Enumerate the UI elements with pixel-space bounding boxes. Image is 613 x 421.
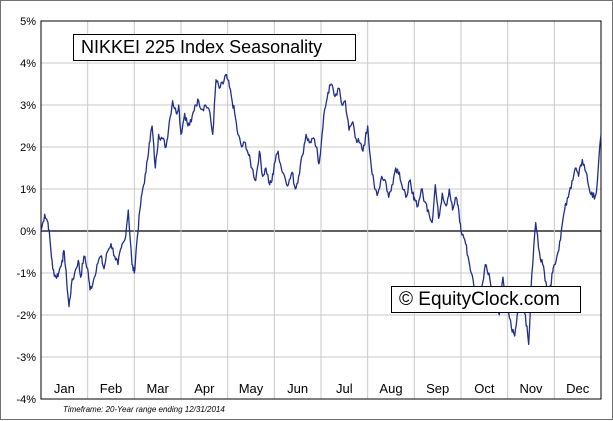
x-tick-label: Dec: [566, 381, 590, 396]
x-tick-label: Jan: [54, 381, 75, 396]
x-tick-label: Mar: [146, 381, 169, 396]
x-tick-label: May: [239, 381, 264, 396]
axes: [40, 20, 602, 400]
x-tick-label: Jun: [287, 381, 308, 396]
y-tick-label: 1%: [20, 184, 36, 196]
tick-labels: 5% 4% 3% 2% 1% 0% -1% -2% -3% -4% Jan Feb Mar Apr May J…: [16, 16, 589, 406]
y-tick-label: 3%: [20, 100, 36, 112]
chart-title: NIKKEI 225 Index Seasonality: [73, 34, 356, 61]
y-tick-label: -4%: [16, 394, 36, 406]
x-tick-label: Apr: [194, 381, 215, 396]
x-tick-label: Nov: [519, 381, 543, 396]
x-tick-label: Oct: [474, 381, 495, 396]
x-tick-label: Jul: [336, 381, 353, 396]
y-tick-label: 0%: [20, 226, 36, 238]
x-tick-label: Feb: [100, 381, 122, 396]
y-tick-label: -3%: [16, 352, 36, 364]
grid-lines: [41, 21, 601, 399]
plot-area: [40, 20, 602, 400]
x-tick-label: Aug: [379, 381, 402, 396]
y-tick-label: 2%: [20, 142, 36, 154]
x-tick-label: Sep: [426, 381, 449, 396]
y-tick-label: -2%: [16, 310, 36, 322]
y-tick-label: 4%: [20, 58, 36, 70]
y-tick-label: -1%: [16, 268, 36, 280]
watermark-label: © EquityClock.com: [391, 286, 581, 313]
timeframe-footnote: Timeframe: 20-Year range ending 12/31/20…: [63, 405, 225, 414]
y-tick-label: 5%: [20, 16, 36, 28]
